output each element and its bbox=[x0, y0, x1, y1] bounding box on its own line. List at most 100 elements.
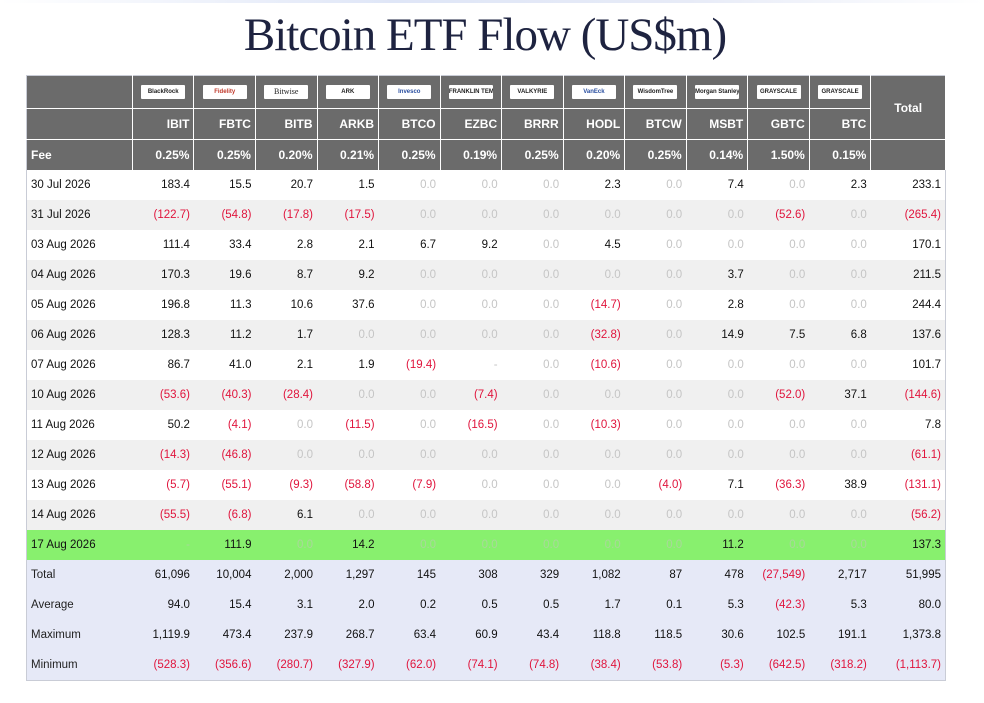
summary-value: 43.4 bbox=[501, 620, 564, 650]
provider-logo-cell: GRAYSCALE bbox=[809, 75, 872, 109]
ticker-header: ARKB bbox=[317, 108, 380, 140]
summary-label: Total bbox=[26, 560, 133, 590]
row-date: 07 Aug 2026 bbox=[26, 350, 133, 380]
flow-value: 0.0 bbox=[440, 320, 502, 350]
flow-value: (122.7) bbox=[132, 200, 194, 230]
ticker-header: BRRR bbox=[501, 108, 564, 140]
row-total: (144.6) bbox=[870, 380, 946, 410]
table-row: 31 Jul 2026 (122.7) (54.8) (17.8) (17.5) 0.0 0… bbox=[26, 200, 946, 230]
flow-value: (40.3) bbox=[193, 380, 256, 410]
flow-value: 0.0 bbox=[440, 530, 502, 560]
flow-value: 111.4 bbox=[132, 230, 194, 260]
flow-value: 0.0 bbox=[378, 260, 441, 290]
flow-value: 0.0 bbox=[624, 500, 687, 530]
summary-value: (53.8) bbox=[624, 650, 687, 681]
flow-value: 9.2 bbox=[317, 260, 379, 290]
row-total: (265.4) bbox=[870, 200, 946, 230]
summary-row: Minimum (528.3) (356.6) (280.7) (327.9) (62.0… bbox=[26, 650, 946, 681]
summary-value: 191.1 bbox=[809, 620, 871, 650]
flow-value: 9.2 bbox=[440, 230, 502, 260]
summary-value: 5.3 bbox=[686, 590, 748, 620]
provider-logo-cell: Morgan Stanley bbox=[686, 75, 749, 109]
flow-value: 0.0 bbox=[747, 440, 810, 470]
summary-value: 2.0 bbox=[317, 590, 379, 620]
flow-value: 0.0 bbox=[378, 200, 441, 230]
flow-value: 38.9 bbox=[809, 470, 871, 500]
wisdomtree-logo: WisdomTree bbox=[633, 85, 678, 99]
provider-logo-cell: ARK bbox=[317, 75, 380, 109]
flow-value: 0.0 bbox=[563, 260, 625, 290]
flow-value: 0.0 bbox=[317, 440, 379, 470]
flow-value: 7.5 bbox=[747, 320, 810, 350]
flow-value: 0.0 bbox=[624, 290, 687, 320]
flow-value: 0.0 bbox=[501, 440, 564, 470]
flow-value: 2.3 bbox=[809, 170, 871, 200]
flow-value: 0.0 bbox=[809, 530, 871, 560]
row-date: 31 Jul 2026 bbox=[26, 200, 133, 230]
provider-logo-cell: Bitwise bbox=[255, 75, 318, 109]
franklin-templeton-logo: FRANKLIN TEMPLETON bbox=[448, 85, 493, 99]
summary-value: (38.4) bbox=[563, 650, 625, 681]
row-total: 244.4 bbox=[870, 290, 946, 320]
row-total: 211.5 bbox=[870, 260, 946, 290]
grayscale-logo: GRAYSCALE bbox=[818, 85, 863, 99]
flow-value: (32.8) bbox=[563, 320, 625, 350]
row-date: 04 Aug 2026 bbox=[26, 260, 133, 290]
flow-value: 0.0 bbox=[563, 470, 625, 500]
flow-value: 0.0 bbox=[440, 470, 502, 500]
summary-value: 237.9 bbox=[255, 620, 318, 650]
summary-value: 1,082 bbox=[563, 560, 625, 590]
flow-value: - bbox=[440, 350, 502, 380]
flow-value: 0.0 bbox=[563, 440, 625, 470]
flow-value: 33.4 bbox=[193, 230, 256, 260]
table-row: 12 Aug 2026 (14.3) (46.8) 0.0 0.0 0.0 0.0 0.0 0.… bbox=[26, 440, 946, 470]
header-ticker-row: IBIT FBTC BITB ARKB BTCO EZBC BRRR HODL BTCW MSBT… bbox=[26, 108, 946, 140]
flow-value: (14.7) bbox=[563, 290, 625, 320]
fee-value: 0.20% bbox=[563, 139, 626, 170]
flow-value: 2.3 bbox=[563, 170, 625, 200]
flow-value: 0.0 bbox=[501, 260, 564, 290]
row-date: 13 Aug 2026 bbox=[26, 470, 133, 500]
fee-row: Fee 0.25% 0.25% 0.20% 0.21% 0.25% 0.19% 0.25% 0.… bbox=[26, 139, 946, 170]
flow-value: 0.0 bbox=[440, 440, 502, 470]
flow-value: 0.0 bbox=[501, 530, 564, 560]
table-row: 14 Aug 2026 (55.5) (6.8) 6.1 0.0 0.0 0.0 0.0 0.0… bbox=[26, 500, 946, 530]
flow-value: (4.1) bbox=[193, 410, 256, 440]
flow-value: 183.4 bbox=[132, 170, 194, 200]
flow-value: 2.8 bbox=[255, 230, 318, 260]
flow-value: 128.3 bbox=[132, 320, 194, 350]
table-row: 11 Aug 2026 50.2 (4.1) 0.0 (11.5) 0.0 (16.5) 0.… bbox=[26, 410, 946, 440]
ticker-header: BITB bbox=[255, 108, 318, 140]
flow-value: 0.0 bbox=[501, 470, 564, 500]
table-row: 10 Aug 2026 (53.6) (40.3) (28.4) 0.0 0.0 (7.4)… bbox=[26, 380, 946, 410]
fee-value: 1.50% bbox=[747, 139, 810, 170]
flow-value: 2.1 bbox=[317, 230, 379, 260]
summary-value: 478 bbox=[686, 560, 748, 590]
flow-value: 0.0 bbox=[501, 410, 564, 440]
table-row: 05 Aug 2026 196.8 11.3 10.6 37.6 0.0 0.0 0.0 (14… bbox=[26, 290, 946, 320]
flow-value: 0.0 bbox=[809, 290, 871, 320]
flow-value: 86.7 bbox=[132, 350, 194, 380]
flow-value: 37.1 bbox=[809, 380, 871, 410]
flow-value: (36.3) bbox=[747, 470, 810, 500]
summary-value: 1.7 bbox=[563, 590, 625, 620]
flow-value: (11.5) bbox=[317, 410, 379, 440]
summary-value: 0.5 bbox=[440, 590, 502, 620]
provider-logo-cell: GRAYSCALE bbox=[747, 75, 810, 109]
flow-value: 0.0 bbox=[809, 350, 871, 380]
ticker-header: IBIT bbox=[132, 108, 195, 140]
fee-value: 0.25% bbox=[378, 139, 441, 170]
flow-value: 1.7 bbox=[255, 320, 318, 350]
summary-value: (42.3) bbox=[747, 590, 810, 620]
vaneck-logo: VanEck bbox=[571, 85, 616, 99]
summary-value: 30.6 bbox=[686, 620, 748, 650]
flow-value: 0.0 bbox=[809, 500, 871, 530]
flow-value: 0.0 bbox=[624, 200, 687, 230]
fee-value: 0.20% bbox=[255, 139, 318, 170]
summary-label: Minimum bbox=[26, 650, 133, 681]
flow-value: 0.0 bbox=[501, 170, 564, 200]
summary-value: (27,549) bbox=[747, 560, 810, 590]
flow-value: (10.6) bbox=[563, 350, 625, 380]
summary-value: 268.7 bbox=[317, 620, 379, 650]
provider-logo-cell: Fidelity bbox=[193, 75, 256, 109]
